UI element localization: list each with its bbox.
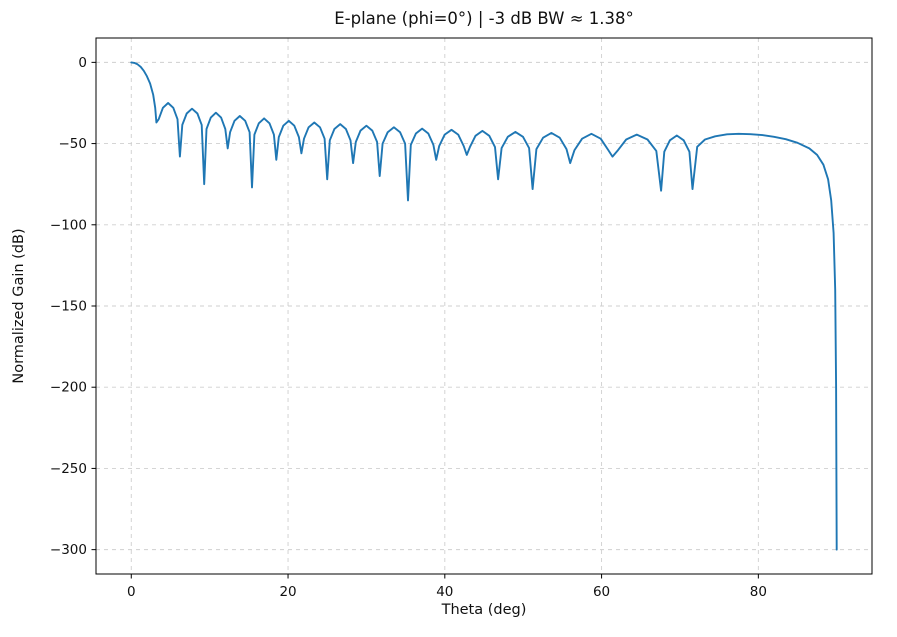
- y-tick-label: −150: [50, 299, 87, 315]
- chart-line: [130, 61, 838, 551]
- x-axis-label: Theta (deg): [441, 602, 527, 618]
- y-tick-label: −100: [50, 217, 87, 233]
- y-tick-label: −250: [50, 461, 87, 477]
- y-tick-label: −50: [59, 136, 88, 152]
- x-tick-label: 20: [279, 584, 296, 600]
- x-tick-label: 40: [436, 584, 453, 600]
- y-tick-label: −300: [50, 542, 87, 558]
- y-tick-label: 0: [78, 55, 87, 71]
- y-axis-label: Normalized Gain (dB): [11, 228, 27, 384]
- x-tick-label: 80: [750, 584, 767, 600]
- x-tick-label: 60: [593, 584, 610, 600]
- x-tick-label: 0: [127, 584, 136, 600]
- y-tick-label: −200: [50, 380, 87, 396]
- chart-title: E-plane (phi=0°) | -3 dB BW ≈ 1.38°: [334, 9, 634, 28]
